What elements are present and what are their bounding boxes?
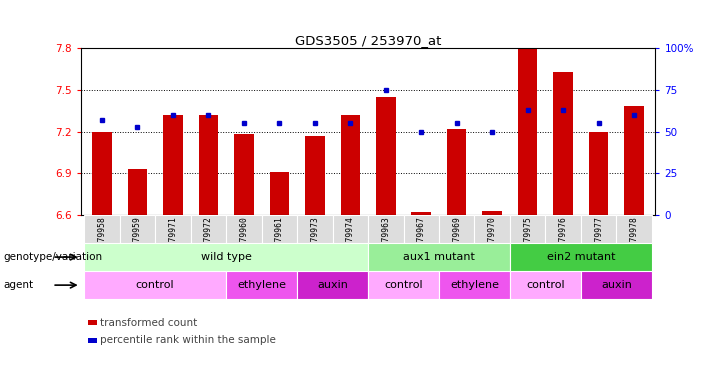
Text: genotype/variation: genotype/variation [4, 252, 102, 262]
Text: percentile rank within the sample: percentile rank within the sample [100, 335, 276, 345]
Text: wild type: wild type [200, 252, 252, 262]
Bar [376, 97, 395, 215]
Bar [297, 215, 332, 243]
Text: GSM179963: GSM179963 [381, 217, 390, 260]
Bar [510, 243, 652, 271]
Text: GSM179976: GSM179976 [559, 217, 568, 260]
Bar [155, 215, 191, 243]
Bar [510, 271, 581, 299]
Text: GSM179973: GSM179973 [311, 217, 319, 260]
Text: auxin: auxin [601, 280, 632, 290]
Bar [482, 211, 502, 215]
Bar [368, 243, 510, 271]
Bar [545, 215, 581, 243]
Bar [226, 215, 261, 243]
Bar [447, 129, 466, 215]
Text: GSM179975: GSM179975 [523, 217, 532, 260]
Bar [439, 215, 475, 243]
Bar [518, 48, 538, 215]
Text: GSM179958: GSM179958 [97, 217, 107, 260]
Bar [270, 172, 289, 215]
Bar [261, 215, 297, 243]
Bar [128, 169, 147, 215]
Text: GSM179972: GSM179972 [204, 217, 213, 260]
Bar [368, 215, 404, 243]
Bar [510, 215, 545, 243]
Bar [332, 215, 368, 243]
Text: GSM179977: GSM179977 [594, 217, 603, 260]
Bar [581, 271, 652, 299]
Bar [297, 271, 368, 299]
Bar [553, 72, 573, 215]
Text: ein2 mutant: ein2 mutant [547, 252, 615, 262]
Bar [84, 215, 120, 243]
Text: GSM179959: GSM179959 [133, 217, 142, 260]
Text: GSM179970: GSM179970 [488, 217, 497, 260]
Bar [234, 134, 254, 215]
Bar [475, 215, 510, 243]
Text: ethylene: ethylene [237, 280, 286, 290]
Text: control: control [526, 280, 565, 290]
Text: GSM179978: GSM179978 [629, 217, 639, 260]
Text: control: control [384, 280, 423, 290]
Bar [226, 271, 297, 299]
Bar [368, 271, 439, 299]
Bar [191, 215, 226, 243]
Text: GSM179967: GSM179967 [417, 217, 426, 260]
Bar [198, 115, 218, 215]
Bar [120, 215, 155, 243]
Bar [305, 136, 325, 215]
Bar [163, 115, 183, 215]
Text: agent: agent [4, 280, 34, 290]
Bar [411, 212, 431, 215]
Bar [84, 243, 368, 271]
Bar [589, 131, 608, 215]
Text: GSM179969: GSM179969 [452, 217, 461, 260]
Bar [341, 115, 360, 215]
Bar [439, 271, 510, 299]
Text: GSM179960: GSM179960 [239, 217, 248, 260]
Text: GSM179974: GSM179974 [346, 217, 355, 260]
Bar [625, 106, 644, 215]
Bar [616, 215, 652, 243]
Text: GSM179971: GSM179971 [168, 217, 177, 260]
Text: ethylene: ethylene [450, 280, 499, 290]
Text: auxin: auxin [317, 280, 348, 290]
Bar [92, 131, 111, 215]
Title: GDS3505 / 253970_at: GDS3505 / 253970_at [295, 34, 441, 47]
Text: GSM179961: GSM179961 [275, 217, 284, 260]
Text: control: control [136, 280, 175, 290]
Bar [404, 215, 439, 243]
Bar [84, 271, 226, 299]
Bar [581, 215, 616, 243]
Text: aux1 mutant: aux1 mutant [403, 252, 475, 262]
Text: transformed count: transformed count [100, 318, 198, 328]
